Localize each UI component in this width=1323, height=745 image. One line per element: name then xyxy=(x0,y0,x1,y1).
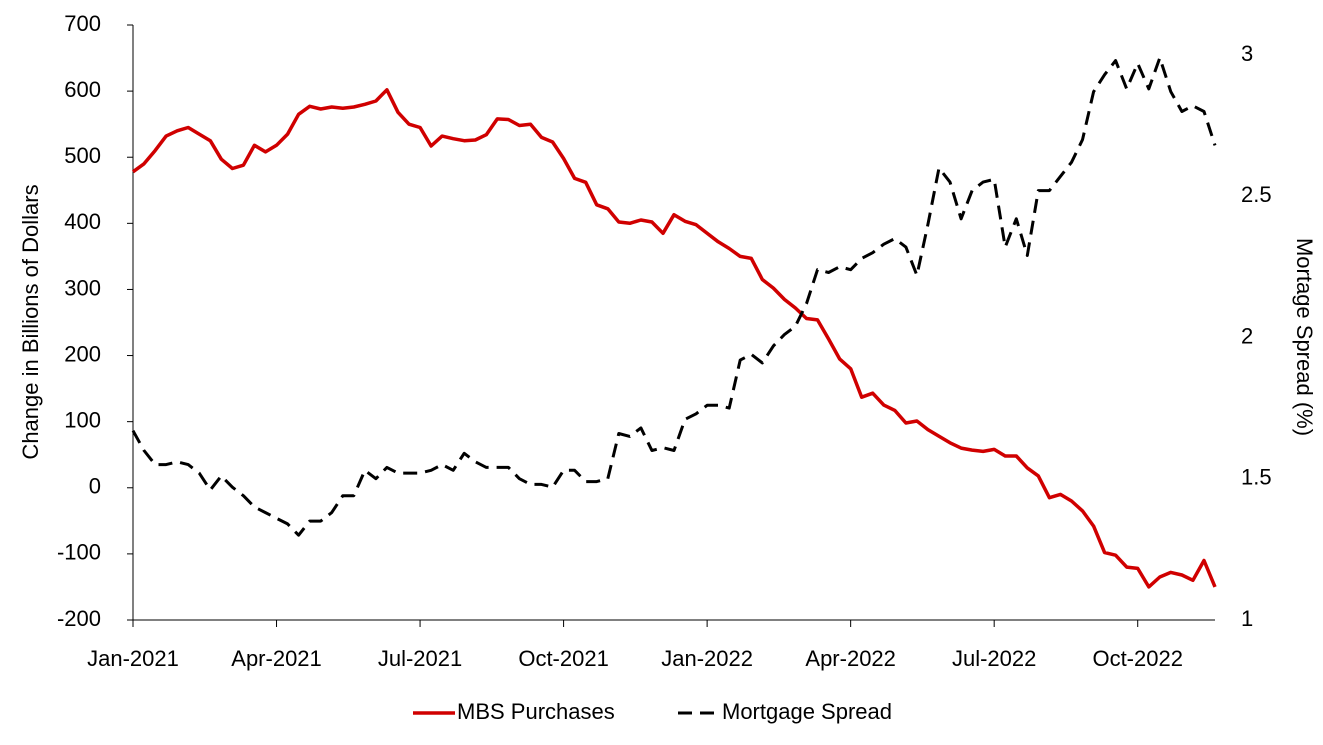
y-tick-label: 400 xyxy=(64,209,101,234)
x-tick-label: Jan-2022 xyxy=(661,646,753,671)
y-tick-label: 300 xyxy=(64,275,101,300)
y-tick-label: -100 xyxy=(57,540,101,565)
y-tick-label: 500 xyxy=(64,143,101,168)
y-tick-label: 100 xyxy=(64,407,101,432)
y-tick-label: 600 xyxy=(64,77,101,102)
y2-tick-label: 2.5 xyxy=(1241,182,1272,207)
y2-tick-label: 1.5 xyxy=(1241,465,1272,490)
x-tick-label: Apr-2022 xyxy=(805,646,896,671)
y2-tick-label: 2 xyxy=(1241,323,1253,348)
x-tick-label: Jan-2021 xyxy=(87,646,179,671)
y-tick-label: 0 xyxy=(89,474,101,499)
legend-label: MBS Purchases xyxy=(457,699,615,724)
y2-axis-label: Mortage Spread (%) xyxy=(1292,238,1317,436)
x-tick-label: Oct-2022 xyxy=(1092,646,1183,671)
y-axis-label: Change in Billions of Dollars xyxy=(18,184,43,459)
y2-tick-label: 3 xyxy=(1241,41,1253,66)
x-tick-label: Apr-2021 xyxy=(231,646,322,671)
x-tick-label: Jul-2021 xyxy=(378,646,462,671)
legend-label: Mortgage Spread xyxy=(722,699,892,724)
series-line xyxy=(131,56,1217,537)
series-line xyxy=(131,88,1217,589)
y2-tick-label: 1 xyxy=(1241,606,1253,631)
y-tick-label: 700 xyxy=(64,11,101,36)
y-tick-label: 200 xyxy=(64,341,101,366)
x-tick-label: Oct-2021 xyxy=(518,646,609,671)
x-tick-label: Jul-2022 xyxy=(952,646,1036,671)
y-tick-label: -200 xyxy=(57,606,101,631)
